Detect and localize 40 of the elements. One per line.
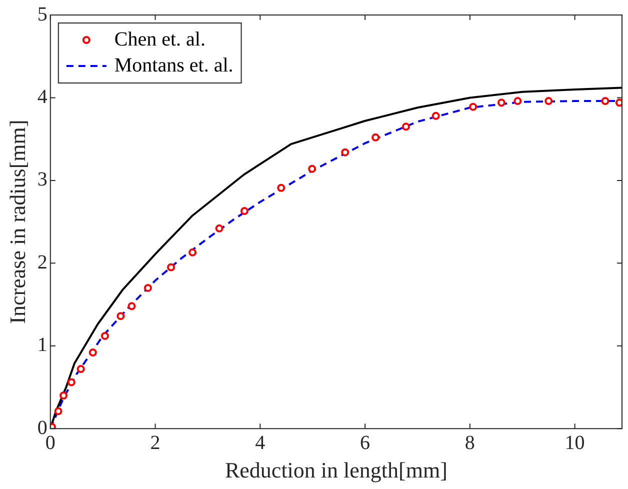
point	[497, 98, 506, 107]
point	[372, 133, 380, 142]
point	[88, 348, 97, 356]
point	[341, 148, 350, 156]
x-axis-title: Reduction in length[mm]	[224, 458, 448, 483]
point	[308, 164, 316, 173]
point	[54, 407, 62, 416]
x-tick-label: 2	[150, 432, 160, 454]
x-tick-label: 10	[564, 432, 585, 454]
y-tick-label: 5	[37, 3, 48, 26]
point	[240, 207, 248, 216]
point	[60, 392, 68, 400]
y-tick-label: 0	[37, 416, 48, 439]
y-tick-label: 3	[37, 168, 48, 191]
legend-label: Montans et. al.	[114, 54, 234, 76]
y-axis-title: Increase in radius[mm]	[4, 120, 30, 324]
point	[215, 224, 224, 232]
point	[116, 312, 125, 320]
point	[67, 378, 76, 386]
point	[100, 332, 109, 340]
point	[277, 184, 286, 192]
point	[615, 98, 622, 107]
point	[469, 102, 478, 111]
y-tick-label: 2	[37, 251, 48, 274]
point	[544, 97, 553, 106]
y-tick-label: 4	[37, 86, 48, 108]
x-tick-label: 8	[464, 432, 475, 454]
x-tick-label: 4	[255, 432, 266, 454]
point	[76, 365, 85, 374]
point	[514, 97, 522, 106]
point	[128, 302, 136, 310]
legend-label: Chen et. al.	[114, 28, 206, 50]
point	[601, 97, 610, 106]
point	[402, 122, 410, 131]
point	[188, 248, 197, 256]
point	[432, 112, 440, 120]
point	[144, 284, 152, 292]
y-tick-label: 1	[37, 334, 48, 356]
point	[167, 263, 176, 272]
x-tick-label: 6	[360, 432, 370, 454]
